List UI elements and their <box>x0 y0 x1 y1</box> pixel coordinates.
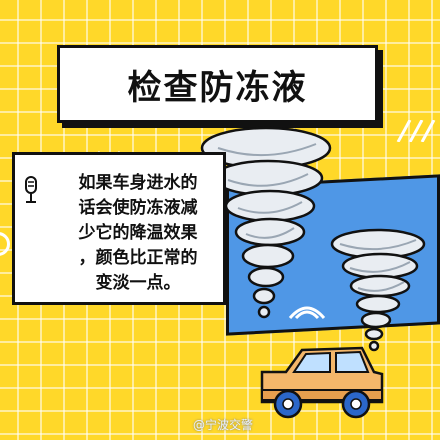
body-line: ，颜色比正常的 <box>78 248 198 268</box>
watermark: @宁波交警 <box>193 418 254 432</box>
title-box: 检查防冻液 <box>57 45 378 123</box>
tornado-large <box>200 126 332 319</box>
car-illustration <box>260 346 384 419</box>
microphone-icon <box>25 176 37 203</box>
decor-circle-left <box>0 232 10 256</box>
tornado-small <box>330 228 426 352</box>
body-text: 如果车身进水的 话会使防冻液减 少它的降温效果 ，颜色比正常的 变淡一点。 <box>53 171 223 296</box>
body-line: 少它的降温效果 <box>78 223 198 243</box>
body-line: 变淡一点。 <box>95 273 181 293</box>
body-line: 如果车身进水的 <box>78 173 198 193</box>
text-card: 如果车身进水的 话会使防冻液减 少它的降温效果 ，颜色比正常的 变淡一点。 <box>12 152 226 305</box>
decor-stripes <box>396 120 436 142</box>
body-line: 话会使防冻液减 <box>78 198 198 218</box>
page-title: 检查防冻液 <box>127 67 308 108</box>
wind-arcs <box>288 306 326 320</box>
